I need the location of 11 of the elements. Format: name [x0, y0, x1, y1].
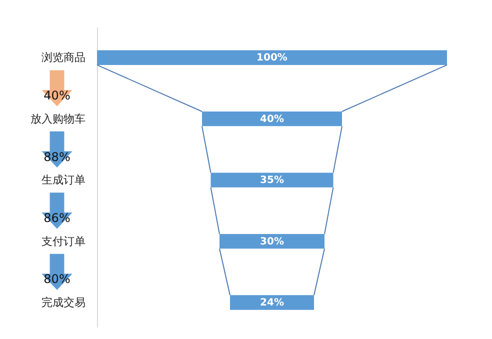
- category-label: 完成交易: [42, 296, 86, 310]
- category-label: 放入购物车: [30, 112, 86, 126]
- data-label: 100%: [256, 52, 288, 64]
- text: 40%: [44, 88, 70, 103]
- data-label: 30%: [260, 236, 284, 248]
- category-label: 支付订单: [42, 234, 86, 248]
- data-label: 40%: [260, 114, 284, 125]
- data-label: 24%: [260, 298, 284, 309]
- data-label: 35%: [260, 175, 284, 186]
- category-label: 浏览商品: [42, 51, 86, 64]
- category-label: 生成订单: [42, 174, 86, 187]
